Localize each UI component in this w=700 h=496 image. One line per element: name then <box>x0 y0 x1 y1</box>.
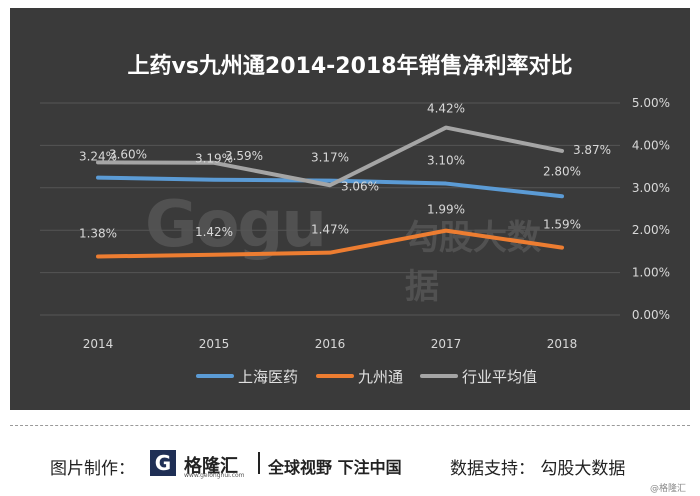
data-label: 3.17% <box>311 151 349 165</box>
footer-slogan: 全球视野 下注中国 <box>268 458 402 477</box>
x-tick-label: 2014 <box>83 337 114 351</box>
legend-label: 上海医药 <box>238 368 298 386</box>
watermark: Gogu 勾股大数据 <box>145 188 545 307</box>
y-tick-label: 2.00% <box>632 223 670 237</box>
x-tick-label: 2017 <box>431 337 462 351</box>
corner-watermark: @格隆汇 <box>649 484 686 494</box>
data-label: 3.24% <box>79 150 117 164</box>
watermark-text: 勾股大数据 <box>405 218 541 307</box>
y-tick-label: 5.00% <box>632 96 670 110</box>
data-label: 1.42% <box>195 225 233 239</box>
data-label: 3.60% <box>109 147 147 161</box>
data-label: 3.10% <box>427 154 465 168</box>
data-label: 1.47% <box>311 223 349 237</box>
footer-made-by-label: 图片制作： <box>50 459 135 479</box>
data-label: 3.87% <box>573 143 611 157</box>
y-tick-label: 1.00% <box>632 266 670 280</box>
data-source-label: 数据支持： <box>450 459 535 479</box>
y-tick-label: 3.00% <box>632 181 670 195</box>
x-tick-label: 2015 <box>199 337 230 351</box>
data-label: 4.42% <box>427 102 465 116</box>
footer: 图片制作： G 格隆汇 www.gelonghui.com 全球视野 下注中国 … <box>10 450 690 480</box>
series-line <box>96 228 564 259</box>
gelonghui-logo-icon: G <box>150 450 176 476</box>
chart-card: 上药vs九州通2014-2018年销售净利率对比 Gogu 勾股大数据 0.00… <box>10 8 690 410</box>
legend-label: 九州通 <box>358 368 403 386</box>
data-label: 2.80% <box>543 164 581 178</box>
footer-data-source: 数据支持： 勾股大数据 <box>450 454 625 479</box>
x-tick-label: 2016 <box>315 337 346 351</box>
chart-title: 上药vs九州通2014-2018年销售净利率对比 <box>127 54 573 79</box>
footer-separator <box>258 452 260 474</box>
legend-label: 行业平均值 <box>462 368 537 386</box>
data-label: 3.19% <box>195 152 233 166</box>
footer-divider <box>10 425 690 426</box>
series-line <box>96 125 564 188</box>
data-label: 1.59% <box>543 218 581 232</box>
data-label: 3.06% <box>341 179 379 193</box>
data-label: 1.99% <box>427 203 465 217</box>
data-source-value: 勾股大数据 <box>540 459 626 479</box>
data-label: 1.38% <box>79 226 117 240</box>
y-tick-label: 0.00% <box>632 308 670 322</box>
series-line <box>96 175 564 199</box>
x-tick-label: 2018 <box>547 337 578 351</box>
line-chart: 0.00% 1.00% 2.00% 3.00% 4.00% 5.00% 2014 2015 20… <box>40 96 670 386</box>
watermark-logo: Gogu <box>145 188 327 262</box>
logo-url: www.gelonghui.com <box>184 472 245 479</box>
y-tick-label: 4.00% <box>632 138 670 152</box>
data-label: 3.59% <box>225 149 263 163</box>
logo-name: 格隆汇 <box>184 456 238 477</box>
